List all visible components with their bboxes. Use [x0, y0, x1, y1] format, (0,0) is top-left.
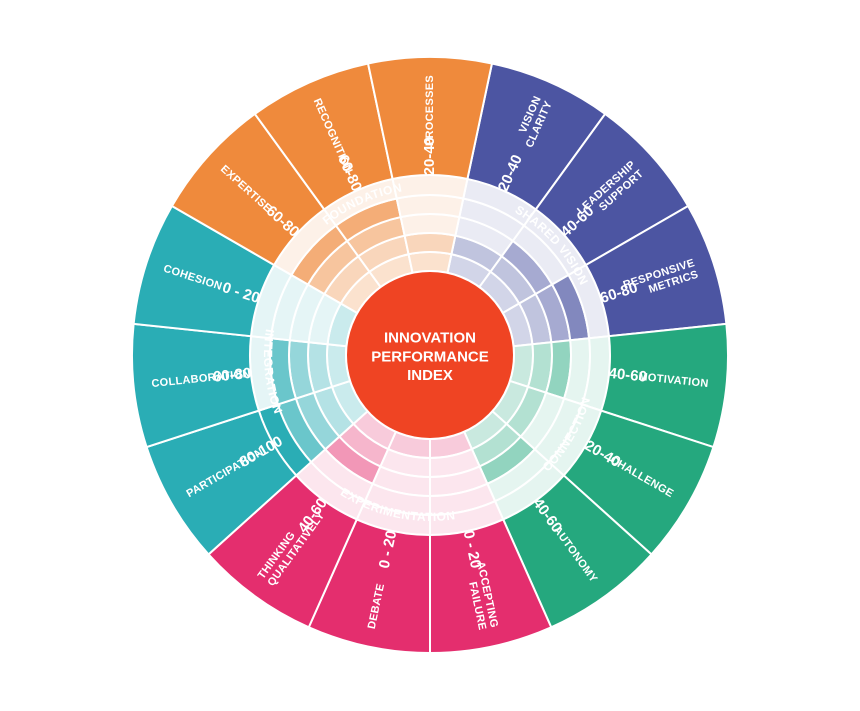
outer-label-processes: PROCESSES: [424, 75, 436, 146]
innovation-performance-sunburst: SHARED VISIONCONNECTIONEXPERIMENTATIONIN…: [0, 0, 860, 711]
score-step-processes-3: [401, 214, 460, 236]
score-step-processes-1: [409, 252, 452, 273]
sunburst-svg: SHARED VISIONCONNECTIONEXPERIMENTATIONIN…: [0, 0, 860, 711]
score-step-processes-5: [393, 175, 468, 198]
svg-text:20-40: 20-40: [421, 137, 438, 175]
score-step-processes-4: [397, 195, 464, 217]
score-step-processes-2: [405, 233, 456, 254]
outer-value-processes: 20-40: [421, 137, 438, 175]
svg-text:PROCESSES: PROCESSES: [424, 75, 436, 146]
